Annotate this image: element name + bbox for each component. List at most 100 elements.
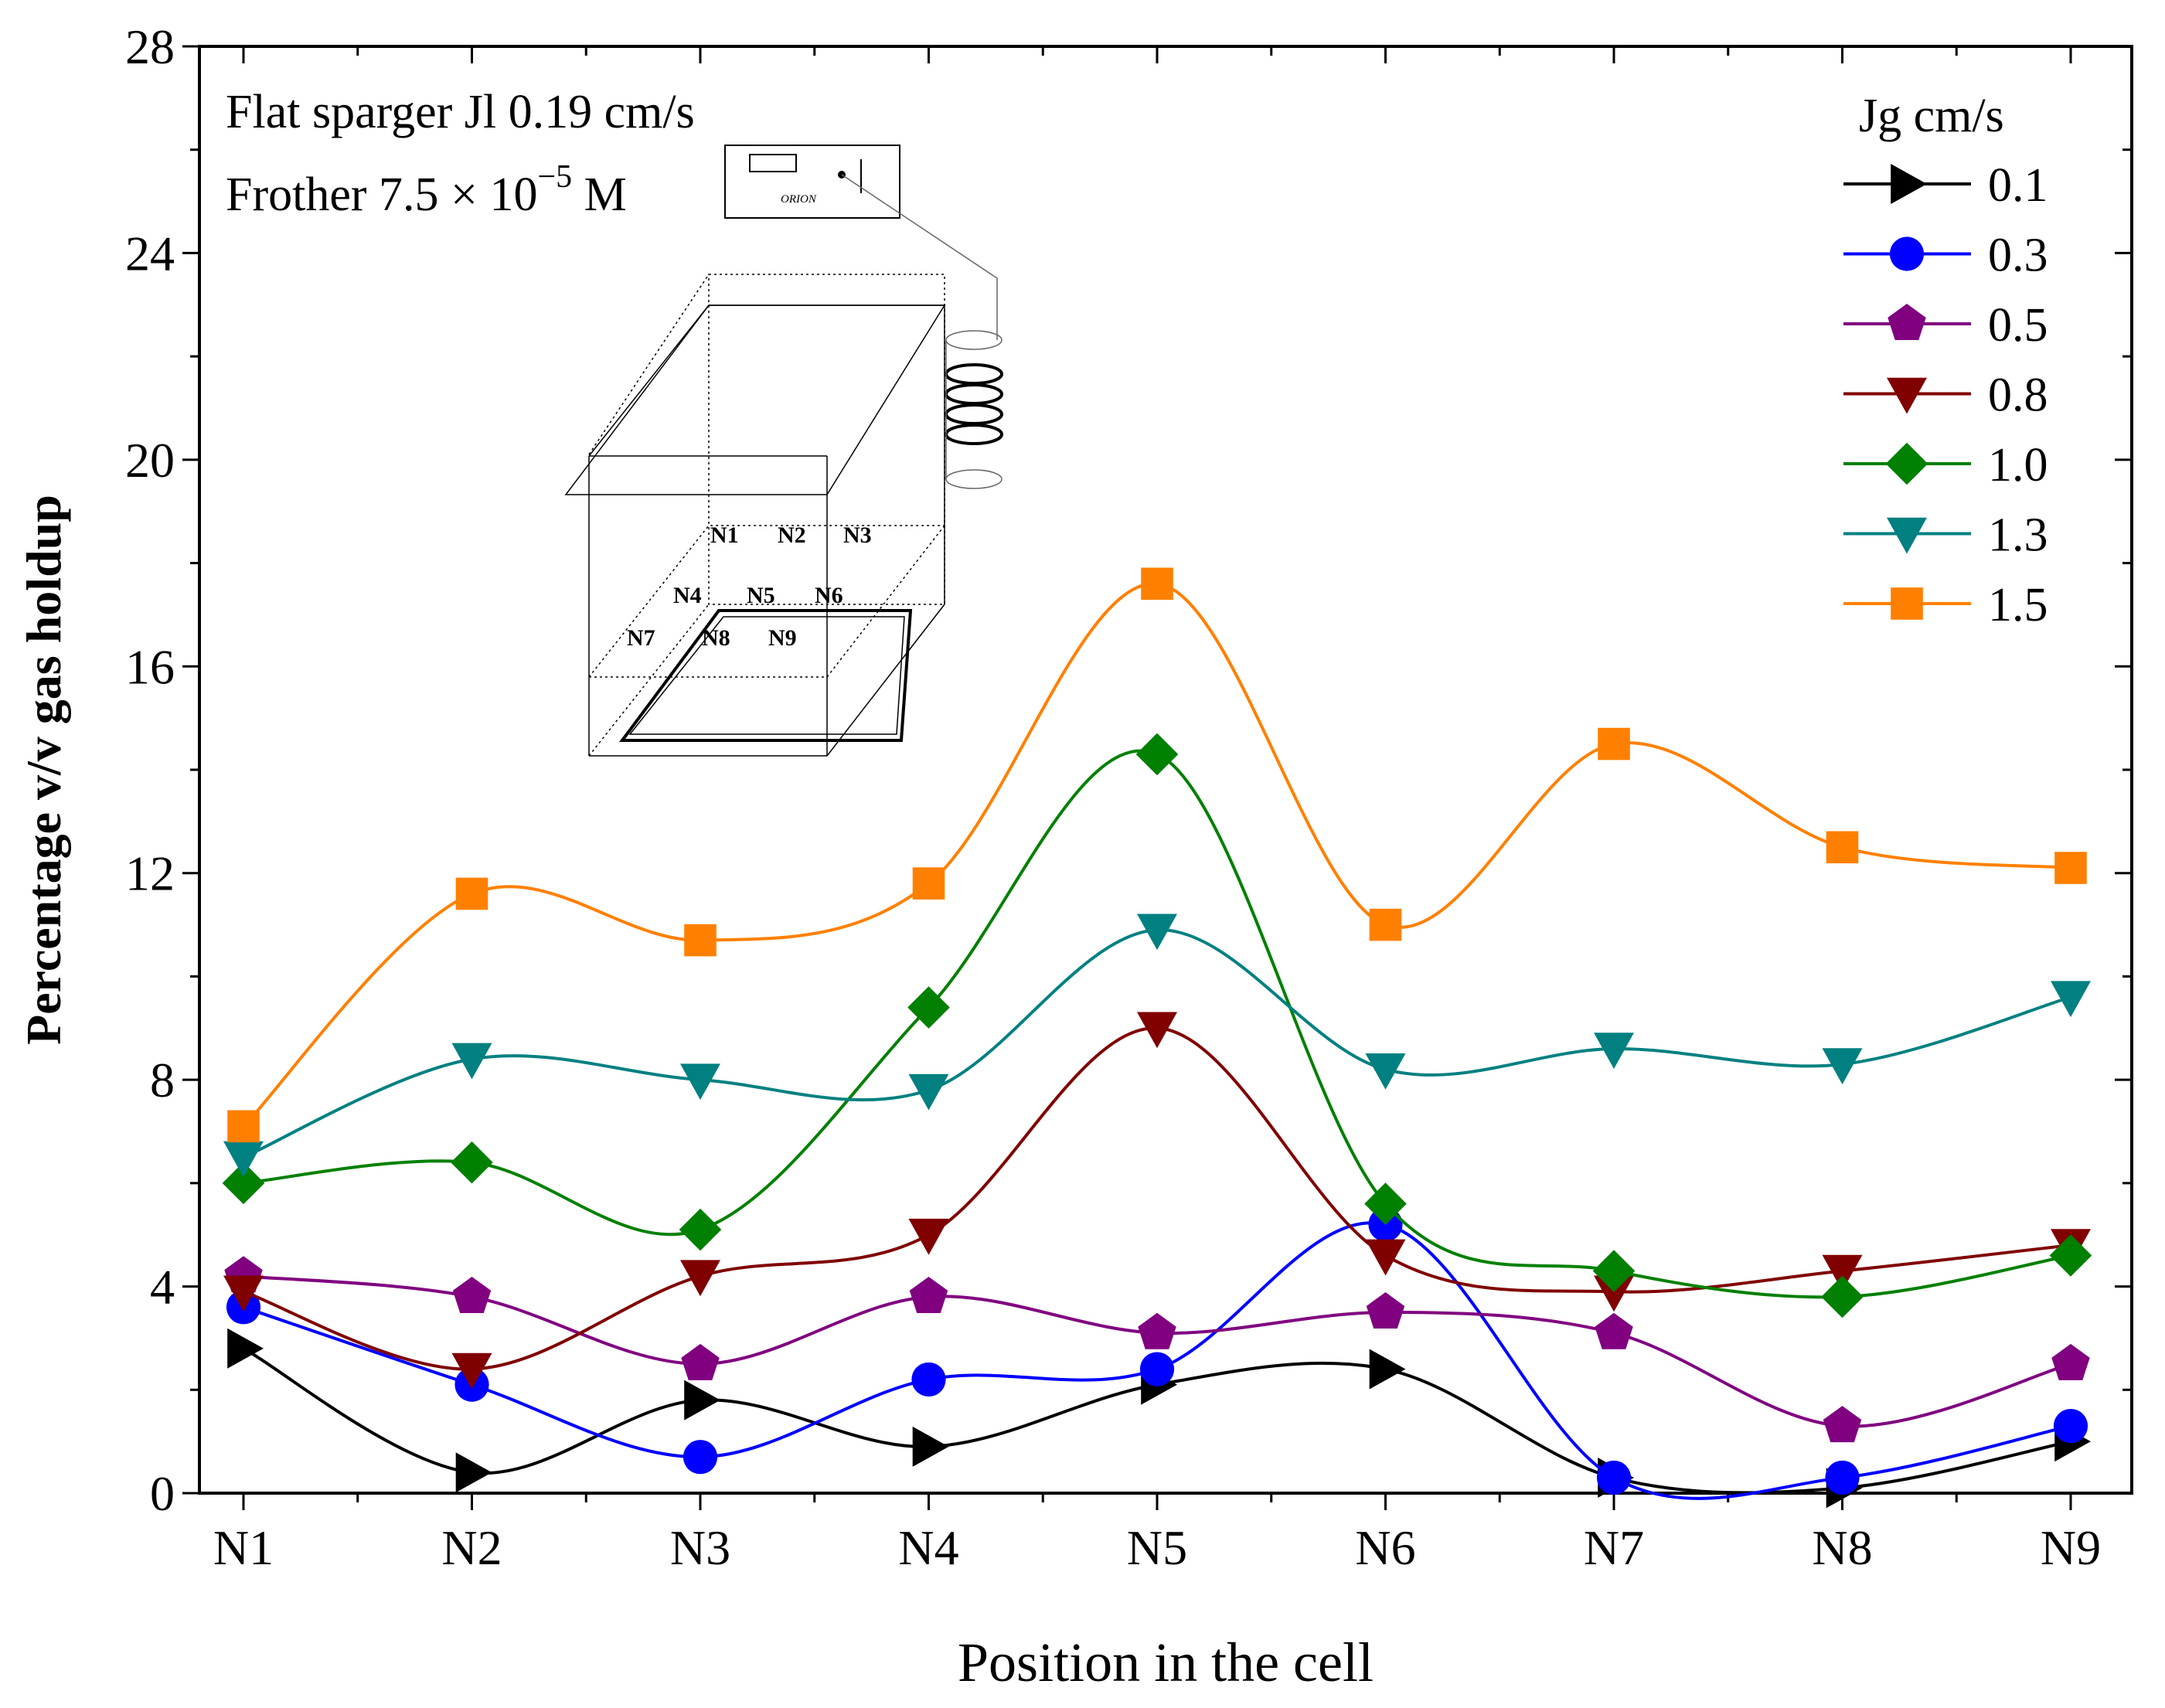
data-point [1887, 517, 1927, 554]
legend-item-1.0: 1.0 [1843, 439, 2048, 492]
legend-item-0.8: 0.8 [1843, 369, 2048, 422]
data-point [1594, 1275, 1634, 1312]
data-point [223, 1141, 264, 1178]
data-point [2053, 1408, 2088, 1444]
device-label: ORION [781, 193, 817, 206]
legend-title: Jg cm/s [1859, 90, 2004, 142]
series-0.5 [224, 1256, 2090, 1443]
data-point [1366, 1292, 1405, 1329]
data-point [1592, 1250, 1636, 1292]
inset-cell-schematic: ORION [564, 145, 1003, 757]
data-point [912, 867, 945, 900]
legend-label: 1.3 [1988, 509, 2048, 562]
legend-item-0.5: 0.5 [1843, 299, 2048, 352]
data-point [912, 1426, 949, 1467]
legend-item-1.5: 1.5 [1843, 579, 2048, 631]
x-tick-label: N5 [1127, 1520, 1187, 1575]
sparger-plate [619, 609, 913, 742]
data-point [1364, 1182, 1407, 1225]
data-point [681, 1343, 720, 1380]
data-point [1888, 304, 1926, 341]
x-tick-label: N7 [1584, 1520, 1644, 1575]
coil-ring-4 [945, 424, 1003, 445]
data-point [908, 1218, 949, 1255]
data-point [2049, 1234, 2092, 1277]
x-tick-label: N4 [898, 1520, 958, 1575]
cell-lid [564, 305, 946, 495]
inset-label-N4: N4 [673, 583, 702, 608]
x-tick-label: N1 [213, 1520, 274, 1575]
cell-box [564, 274, 946, 757]
cell-edge-tl-back [588, 274, 710, 455]
series-layer [222, 567, 2092, 1509]
legend-label: 0.5 [1988, 299, 2048, 352]
sparger-plate-inner [628, 616, 905, 735]
series-1.3 [223, 914, 2091, 1178]
annotation-line-2-exponent: −5 [537, 159, 572, 195]
data-point [227, 1110, 260, 1143]
x-tick-label: N2 [441, 1520, 502, 1575]
inset-label-N7: N7 [627, 625, 655, 651]
legend-label: 0.8 [1988, 369, 2048, 422]
data-point [227, 1328, 264, 1369]
coil-bottom-ring [945, 469, 1003, 489]
series-0.3 [226, 1207, 2088, 1500]
level-plane-1-side [826, 525, 945, 678]
series-line [243, 1274, 2071, 1428]
y-tick-label: 8 [150, 1053, 175, 1107]
data-point [1137, 1012, 1177, 1049]
data-point [223, 1275, 264, 1312]
data-point [909, 1276, 948, 1313]
data-point [1821, 1275, 1864, 1318]
y-tick-label: 20 [125, 433, 175, 488]
coil-ring-2 [945, 383, 1003, 405]
probe-coil [945, 330, 1003, 489]
data-point [680, 1260, 720, 1297]
cell-inner-top [588, 305, 945, 604]
legend-item-0.3: 0.3 [1843, 230, 2048, 282]
x-tick-label: N8 [1812, 1520, 1872, 1575]
series-line [243, 1221, 2071, 1500]
data-point [683, 1440, 718, 1475]
data-point [451, 1352, 492, 1390]
inset-label-N8: N8 [702, 625, 730, 651]
data-point [1823, 1406, 1862, 1443]
data-point [1369, 908, 1402, 941]
annotation-line-1: Flat sparger Jl 0.19 cm/s [226, 86, 695, 138]
device-display [749, 154, 797, 172]
data-point [908, 1073, 949, 1111]
legend-label: 0.1 [1988, 159, 2048, 212]
cell-edge-br [826, 604, 945, 757]
data-point [1822, 1254, 1863, 1291]
data-point [1594, 1033, 1634, 1070]
legend-item-0.1: 0.1 [1843, 159, 2048, 212]
inset-label-N6: N6 [815, 583, 843, 608]
x-axis-title: Position in the cell [958, 1631, 1374, 1693]
data-point [1139, 1352, 1175, 1386]
legend-label: 1.0 [1988, 439, 2048, 492]
annotation-line-2-suffix: M [572, 168, 627, 221]
data-point [1825, 1460, 1860, 1495]
data-point [451, 1043, 492, 1080]
cell-back-face [708, 274, 945, 605]
data-point [1596, 1460, 1632, 1495]
data-point [911, 1362, 946, 1397]
data-point [1885, 442, 1928, 485]
data-point [2051, 981, 2091, 1018]
x-tick-label: N9 [2041, 1520, 2101, 1575]
data-point [1137, 914, 1177, 951]
coil-top-ring [945, 330, 1003, 350]
data-point [907, 986, 950, 1029]
device-body [724, 145, 900, 219]
data-point [2054, 852, 2087, 884]
legend-item-1.3: 1.3 [1843, 509, 2048, 562]
data-point [1141, 567, 1173, 601]
inset-label-N9: N9 [768, 625, 797, 651]
inset-label-N1: N1 [710, 522, 739, 548]
series-1.5 [227, 567, 2087, 1143]
y-axis-title: Percentage v/v gas holdup [16, 495, 71, 1045]
data-point [1598, 727, 1630, 760]
data-point [1135, 733, 1179, 776]
data-point [1822, 1048, 1863, 1085]
legend-label: 1.5 [1988, 579, 2048, 631]
